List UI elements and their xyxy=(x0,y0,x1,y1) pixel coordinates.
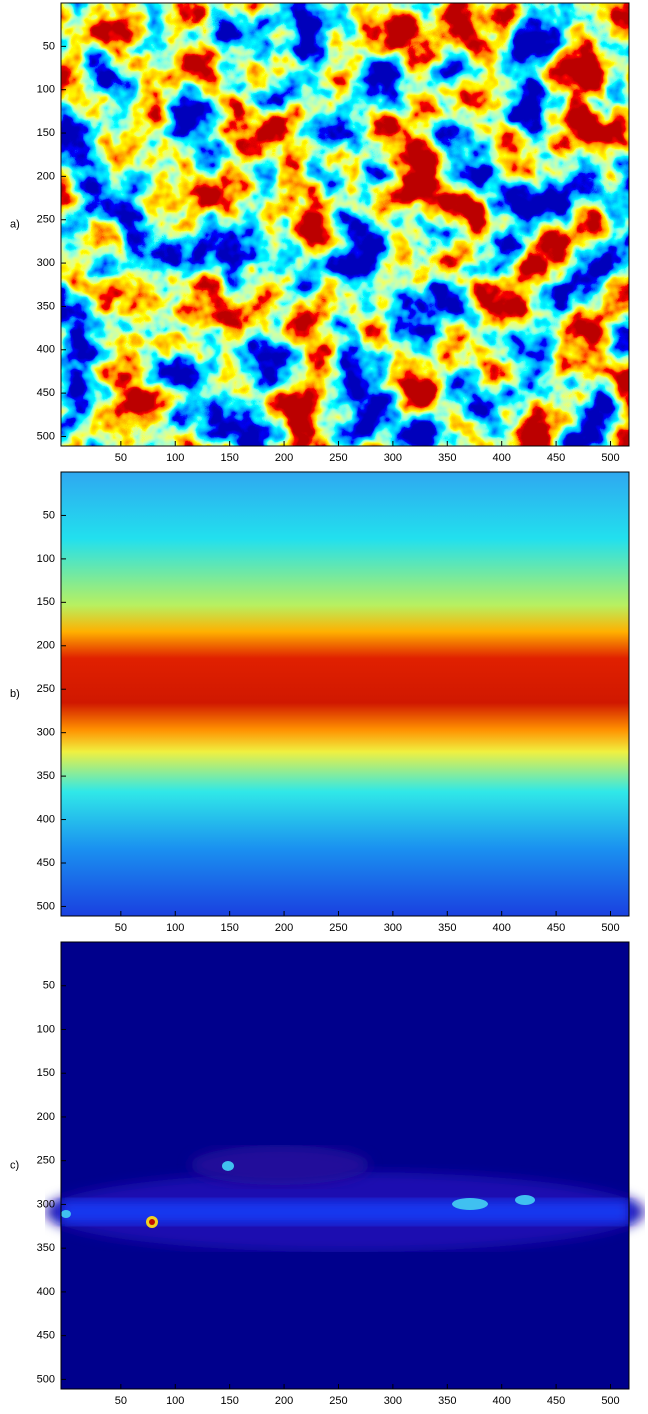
panel-label: b) xyxy=(10,688,20,700)
x-tick-label: 450 xyxy=(547,452,565,464)
y-tick-label: 300 xyxy=(37,1198,55,1210)
x-tick-label: 200 xyxy=(275,922,293,934)
x-tick-label: 200 xyxy=(275,1395,293,1407)
x-tick-label: 300 xyxy=(384,1395,402,1407)
x-tick-label: 500 xyxy=(601,1395,619,1407)
plot-frame xyxy=(60,941,630,1390)
y-tick-label: 350 xyxy=(37,300,55,312)
y-tick-label: 400 xyxy=(37,344,55,356)
x-tick-label: 300 xyxy=(384,922,402,934)
x-tick-label: 200 xyxy=(275,452,293,464)
x-tick-label: 100 xyxy=(166,922,184,934)
y-tick-label: 400 xyxy=(37,1286,55,1298)
y-tick-label: 350 xyxy=(37,1242,55,1254)
y-tick-label: 300 xyxy=(37,727,55,739)
x-tick-label: 150 xyxy=(220,452,238,464)
y-tick-label: 200 xyxy=(37,1111,55,1123)
y-tick-label: 400 xyxy=(37,813,55,825)
y-tick-label: 450 xyxy=(37,387,55,399)
y-tick-label: 500 xyxy=(37,430,55,442)
y-tick-label: 500 xyxy=(37,900,55,912)
x-tick-label: 350 xyxy=(438,922,456,934)
x-tick-label: 50 xyxy=(115,922,127,934)
y-tick-label: 200 xyxy=(37,640,55,652)
y-tick-label: 100 xyxy=(37,1023,55,1035)
x-tick-label: 250 xyxy=(329,922,347,934)
y-tick-label: 200 xyxy=(37,170,55,182)
x-tick-label: 400 xyxy=(493,922,511,934)
y-tick-label: 50 xyxy=(43,40,55,52)
x-tick-label: 50 xyxy=(115,452,127,464)
x-tick-label: 500 xyxy=(601,922,619,934)
y-tick-label: 500 xyxy=(37,1373,55,1385)
x-tick-label: 150 xyxy=(220,922,238,934)
heatmap-features xyxy=(45,1145,645,1252)
y-tick-label: 50 xyxy=(43,980,55,992)
panel-label: a) xyxy=(10,218,20,230)
y-tick-label: 350 xyxy=(37,770,55,782)
x-tick-label: 400 xyxy=(493,452,511,464)
y-tick-label: 300 xyxy=(37,257,55,269)
x-tick-label: 400 xyxy=(493,1395,511,1407)
x-tick-label: 350 xyxy=(438,452,456,464)
x-tick-label: 250 xyxy=(329,1395,347,1407)
x-tick-label: 350 xyxy=(438,1395,456,1407)
y-tick-label: 450 xyxy=(37,1330,55,1342)
y-tick-label: 250 xyxy=(37,683,55,695)
y-tick-label: 150 xyxy=(37,1067,55,1079)
y-tick-label: 150 xyxy=(37,127,55,139)
y-tick-label: 150 xyxy=(37,596,55,608)
y-tick-label: 450 xyxy=(37,857,55,869)
x-tick-label: 50 xyxy=(115,1395,127,1407)
x-tick-label: 100 xyxy=(166,452,184,464)
y-tick-label: 100 xyxy=(37,553,55,565)
heatmap-image xyxy=(61,3,629,446)
y-tick-label: 100 xyxy=(37,84,55,96)
x-tick-label: 300 xyxy=(384,452,402,464)
y-tick-label: 250 xyxy=(37,1155,55,1167)
panel-label: c) xyxy=(10,1159,19,1171)
x-tick-label: 500 xyxy=(601,452,619,464)
x-tick-label: 450 xyxy=(547,922,565,934)
x-tick-label: 150 xyxy=(220,1395,238,1407)
x-tick-label: 450 xyxy=(547,1395,565,1407)
x-tick-label: 100 xyxy=(166,1395,184,1407)
x-tick-label: 250 xyxy=(329,452,347,464)
heatmap-image xyxy=(61,472,629,916)
plot-frame xyxy=(60,471,630,917)
y-tick-label: 250 xyxy=(37,214,55,226)
plot-frame xyxy=(60,2,630,447)
y-tick-label: 50 xyxy=(43,509,55,521)
